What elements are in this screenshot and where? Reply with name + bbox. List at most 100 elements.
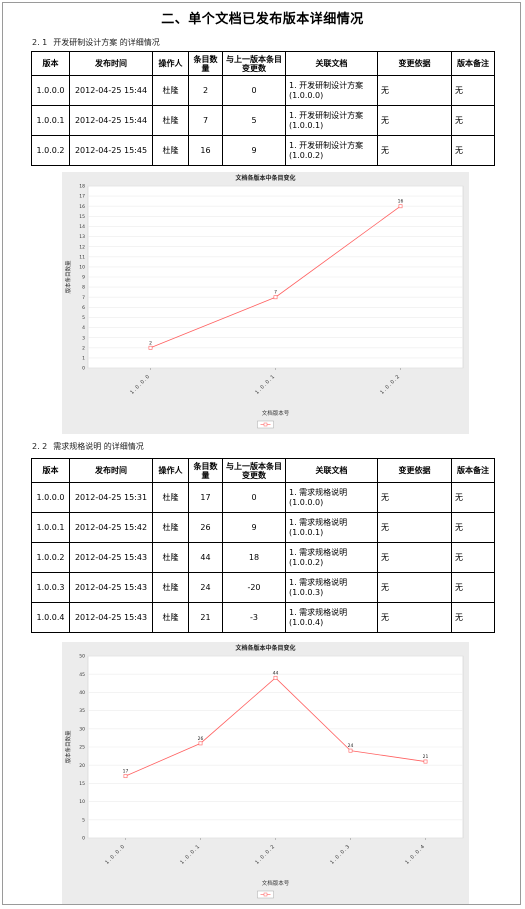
- cell-related-doc: 1. 开发研制设计方案 (1.0.0.0): [285, 75, 378, 106]
- y-axis-label: 版本条目数量: [64, 260, 72, 294]
- y-tick-label: 25: [79, 745, 85, 751]
- y-tick-label: 9: [82, 275, 85, 281]
- x-axis-label: 文档版本号: [262, 409, 290, 417]
- cell-release-time: 2012-04-25 15:44: [69, 75, 153, 106]
- cell-change-basis: 无: [377, 602, 452, 633]
- cell-release-time: 2012-04-25 15:43: [69, 602, 153, 633]
- y-tick-label: 16: [79, 204, 85, 210]
- cell-release-time: 2012-04-25 15:43: [69, 572, 153, 603]
- cell-version-note: 无: [451, 482, 495, 513]
- cell-operator: 杜隆: [152, 572, 189, 603]
- cell-release-time: 2012-04-25 15:31: [69, 482, 153, 513]
- col-header-related-doc: 关联文档: [285, 458, 378, 483]
- cell-change-basis: 无: [377, 512, 452, 543]
- cell-change-count: 0: [222, 75, 286, 106]
- y-tick-label: 15: [79, 214, 85, 220]
- col-header-release-time: 发布时间: [69, 458, 153, 483]
- data-label: 17: [123, 769, 129, 775]
- cell-item-count: 7: [188, 105, 223, 136]
- y-tick-label: 7: [82, 295, 85, 301]
- cell-version-note: 无: [451, 512, 495, 543]
- cell-version-note: 无: [451, 135, 495, 166]
- cell-version: 1.0.0.1: [31, 105, 70, 136]
- document-title: 二、单个文档已发布版本详细情况: [161, 12, 364, 27]
- y-tick-label: 5: [82, 315, 85, 321]
- section-heading-2: 2. 2 需求规格说明 的详细情况: [32, 441, 144, 452]
- y-axis-label: 版本条目数量: [64, 730, 72, 764]
- data-label: 16: [398, 199, 404, 205]
- cell-operator: 杜隆: [152, 135, 189, 166]
- cell-operator: 杜隆: [152, 512, 189, 543]
- y-tick-label: 11: [79, 254, 85, 260]
- y-tick-label: 0: [82, 366, 85, 372]
- table-row: 1.0.0.1 2012-04-25 15:44 杜隆 7 5 1. 开发研制设计方案 (…: [31, 105, 495, 136]
- y-tick-label: 2: [82, 345, 85, 351]
- data-label: 44: [273, 670, 279, 676]
- y-tick-label: 0: [82, 836, 85, 842]
- col-header-change-basis: 变更依据: [377, 51, 452, 76]
- cell-related-doc: 1. 需求规格说明 (1.0.0.2): [285, 542, 378, 573]
- y-tick-label: 13: [79, 234, 85, 240]
- cell-release-time: 2012-04-25 15:45: [69, 135, 153, 166]
- y-tick-label: 20: [79, 763, 85, 769]
- col-header-change-basis: 变更依据: [377, 458, 452, 483]
- data-label: 26: [198, 736, 204, 742]
- cell-version-note: 无: [451, 75, 495, 106]
- cell-version: 1.0.0.3: [31, 572, 70, 603]
- section-title: 开发研制设计方案 的详细情况: [53, 38, 160, 47]
- y-tick-label: 1: [82, 355, 85, 361]
- x-tick-label: 1.0.0.4: [404, 843, 427, 866]
- data-label: 24: [348, 743, 354, 749]
- cell-related-doc: 1. 需求规格说明 (1.0.0.0): [285, 482, 378, 513]
- cell-version: 1.0.0.2: [31, 135, 70, 166]
- x-axis-label: 文档版本号: [262, 879, 290, 887]
- data-label: 2: [149, 340, 152, 346]
- data-point: [273, 675, 278, 680]
- col-header-change-count: 与上一版本条目变更数: [222, 458, 286, 483]
- cell-change-count: -20: [222, 572, 286, 603]
- table-row: 1.0.0.0 2012-04-25 15:31 杜隆 17 0 1. 需求规格说明 (1…: [31, 482, 495, 513]
- cell-version: 1.0.0.2: [31, 542, 70, 573]
- cell-item-count: 26: [188, 512, 223, 543]
- y-tick-label: 5: [82, 817, 85, 823]
- cell-version: 1.0.0.4: [31, 602, 70, 633]
- col-header-related-doc: 关联文档: [285, 51, 378, 76]
- data-point: [423, 759, 428, 764]
- cell-change-count: 18: [222, 542, 286, 573]
- cell-version-note: 无: [451, 602, 495, 633]
- cell-change-count: 9: [222, 512, 286, 543]
- col-header-operator: 操作人: [152, 458, 189, 483]
- y-tick-label: 6: [82, 305, 85, 311]
- y-tick-label: 17: [79, 194, 85, 200]
- section-number: 2. 1: [32, 38, 48, 47]
- col-header-version: 版本: [31, 51, 70, 76]
- y-tick-label: 40: [79, 690, 85, 696]
- col-header-operator: 操作人: [152, 51, 189, 76]
- cell-change-basis: 无: [377, 105, 452, 136]
- version-table-1: 版本 发布时间 操作人 条目数量 与上一版本条目变更数 关联文档 变更依据 版本备注 1.0.…: [31, 51, 495, 166]
- y-tick-label: 35: [79, 708, 85, 714]
- x-tick-label: 1.0.0.0: [129, 373, 152, 396]
- table-row: 1.0.0.1 2012-04-25 15:42 杜隆 26 9 1. 需求规格说明 (1…: [31, 512, 495, 543]
- cell-version: 1.0.0.0: [31, 75, 70, 106]
- cell-related-doc: 1. 需求规格说明 (1.0.0.4): [285, 602, 378, 633]
- data-label: 21: [423, 754, 429, 760]
- cell-version-note: 无: [451, 572, 495, 603]
- x-tick-label: 1.0.0.0: [104, 843, 127, 866]
- col-header-change-count: 与上一版本条目变更数: [222, 51, 286, 76]
- cell-change-basis: 无: [377, 572, 452, 603]
- y-tick-label: 50: [79, 654, 85, 660]
- table-row: 1.0.0.3 2012-04-25 15:43 杜隆 24 -20 1. 需求规格说明 …: [31, 572, 495, 603]
- cell-item-count: 17: [188, 482, 223, 513]
- table-row: 1.0.0.2 2012-04-25 15:43 杜隆 44 18 1. 需求规格说明 (…: [31, 542, 495, 573]
- chart-title: 文档各版本中条目变化: [234, 174, 295, 182]
- y-tick-label: 10: [79, 264, 85, 270]
- col-header-version-note: 版本备注: [451, 51, 495, 76]
- legend-marker: [263, 892, 268, 897]
- cell-item-count: 21: [188, 602, 223, 633]
- y-tick-label: 45: [79, 672, 85, 678]
- col-header-item-count: 条目数量: [188, 51, 223, 76]
- cell-release-time: 2012-04-25 15:44: [69, 105, 153, 136]
- x-tick-label: 1.0.0.3: [329, 843, 352, 866]
